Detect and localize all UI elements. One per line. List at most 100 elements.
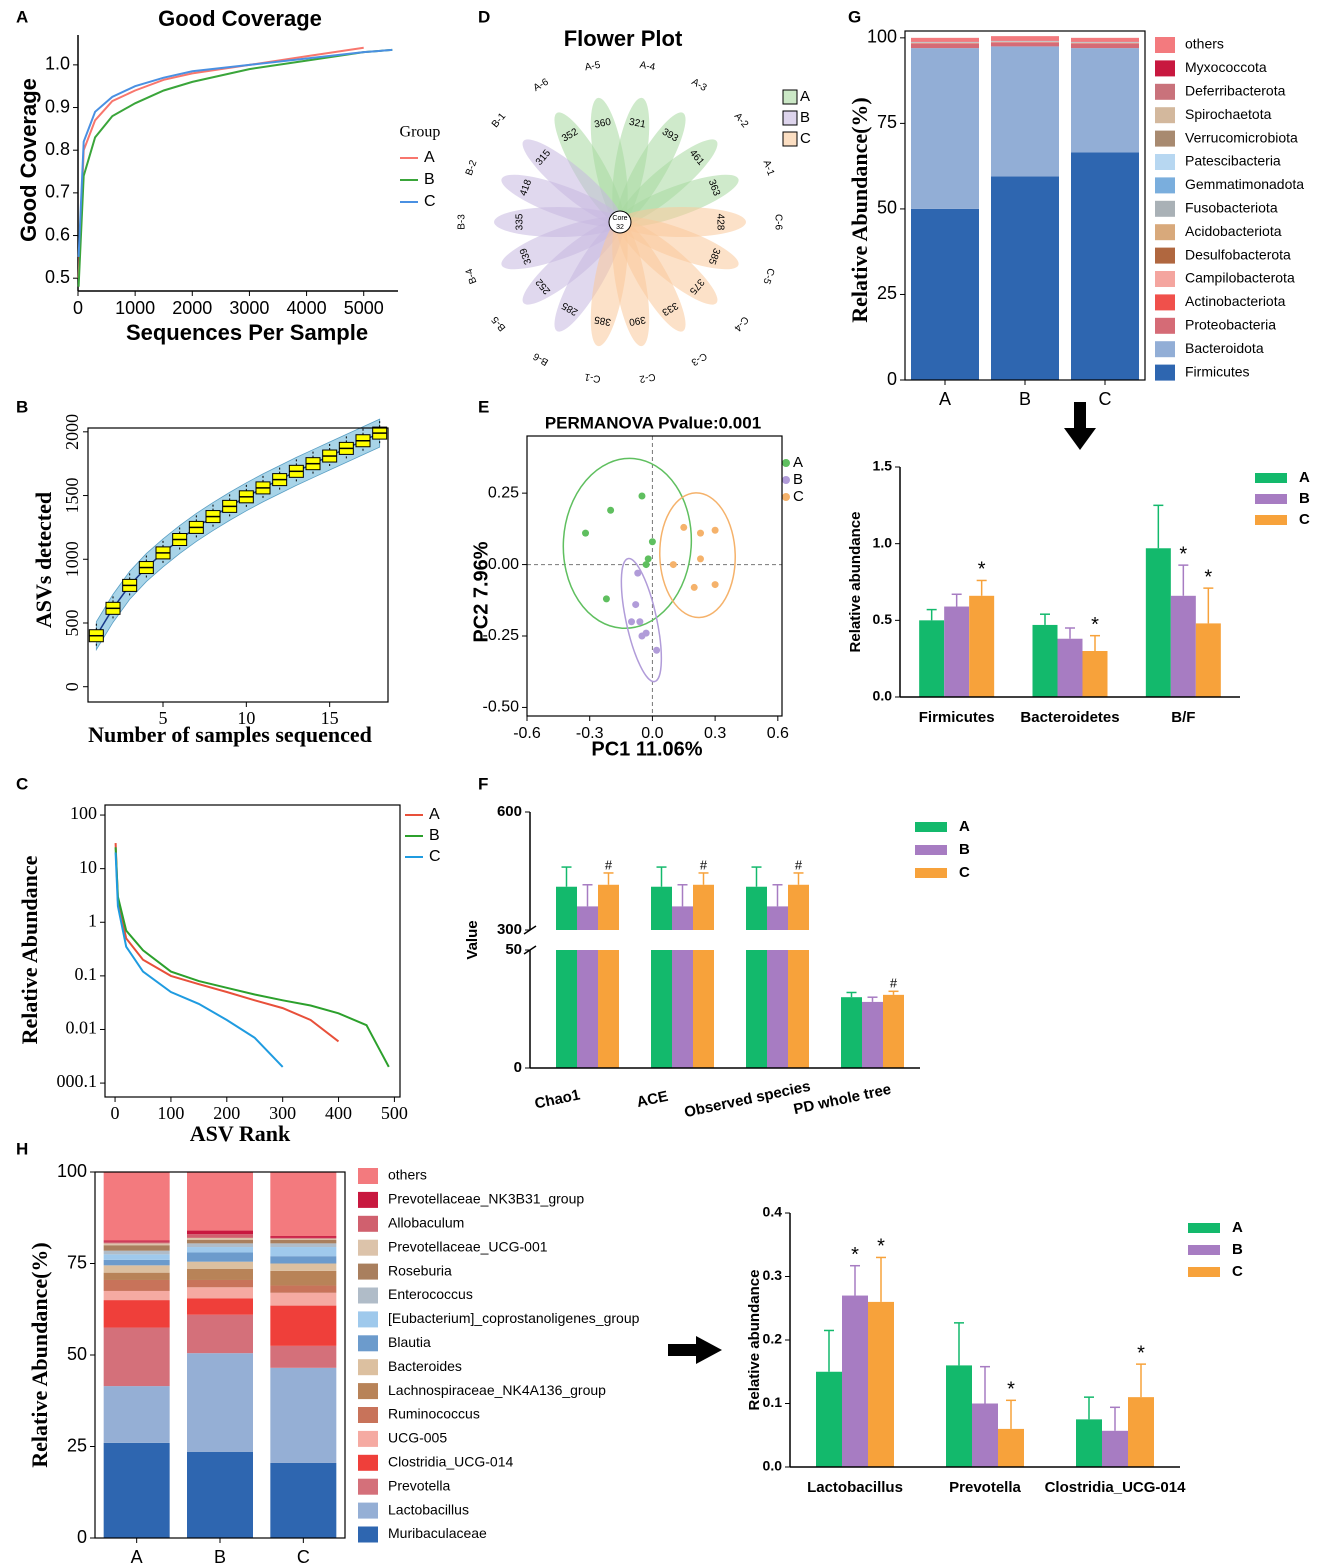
ylabel: Relative Abundance(%) (27, 1242, 52, 1468)
y-tick-label: 0.0 (873, 688, 893, 704)
point (602, 595, 610, 603)
y-tick-label: 75 (67, 1252, 87, 1272)
legend-label: C (793, 488, 804, 505)
legend-label: C (800, 130, 811, 147)
legend-label: Deferribacterota (1185, 83, 1286, 99)
bar (577, 906, 598, 930)
point (711, 526, 719, 534)
bar (556, 950, 577, 1068)
legend-label: B (429, 827, 440, 844)
bar-segment (103, 1386, 170, 1443)
x-tick-label: B (214, 1547, 226, 1566)
y-tick-label: 0 (887, 369, 897, 389)
y-tick-label: 0.9 (45, 96, 70, 116)
legend-label: C (959, 864, 970, 881)
y-tick-label: 10 (79, 857, 97, 877)
bar-segment (103, 1241, 170, 1244)
confidence-ellipse (659, 492, 736, 619)
legend-label: others (1185, 36, 1224, 52)
bar (767, 906, 788, 930)
petal-label: B-5 (490, 314, 509, 333)
x-tick-label: C (1099, 389, 1112, 409)
bar (862, 1001, 883, 1068)
bar-segment (103, 1259, 170, 1266)
legend-label: C (1299, 511, 1310, 528)
bar (944, 606, 970, 697)
title: PERMANOVA Pvalue:0.001 (545, 413, 761, 432)
bar-segment (103, 1243, 170, 1246)
x-tick-label: 0 (73, 298, 83, 318)
point (632, 601, 640, 609)
ylabel: Relative abundance (847, 512, 864, 653)
y-tick-label: 000.1 (57, 1071, 98, 1091)
legend-title: Group (400, 124, 441, 141)
y-tick-label: 0.1 (75, 964, 98, 984)
bar (1195, 623, 1221, 697)
bar-segment (103, 1279, 170, 1291)
ylabel: Value (464, 920, 481, 959)
bar-segment (103, 1290, 170, 1301)
series-line (77, 48, 393, 257)
legend-label: Myxococcota (1185, 59, 1267, 75)
bar-segment (187, 1247, 253, 1253)
legend-swatch (1155, 154, 1175, 170)
petal-label: C-5 (760, 267, 776, 286)
legend-label: Lachnospiraceae_NK4A136_group (388, 1382, 606, 1398)
x-tick-label: 4000 (287, 298, 327, 318)
y-tick-label: 0.5 (45, 267, 70, 287)
legend-swatch (358, 1287, 378, 1304)
bar-segment (270, 1462, 337, 1538)
petal-label: C-1 (583, 371, 601, 385)
confidence-ellipse (620, 557, 663, 683)
x-tick-label: 15 (321, 708, 339, 728)
legend-label: B (1299, 490, 1310, 507)
bar (672, 906, 693, 930)
legend-swatch (358, 1478, 378, 1495)
petal-label: C-4 (731, 314, 750, 334)
x-tick-label: 500 (381, 1103, 408, 1123)
right-arrow (668, 1336, 722, 1364)
petal-count: 390 (628, 313, 647, 327)
bar (651, 950, 672, 1068)
x-tick-label: 0 (111, 1103, 120, 1123)
point (628, 618, 636, 626)
legend-swatch (1155, 341, 1175, 358)
bar (1076, 1419, 1102, 1467)
bar-segment (187, 1353, 253, 1452)
y-tick-label: 100 (70, 803, 97, 823)
ylabel: Good Coverage (16, 78, 41, 242)
x-tick-label: 1000 (115, 298, 155, 318)
bar-segment (187, 1261, 253, 1269)
y-tick-label: 0.01 (66, 1018, 98, 1038)
panel: D (478, 7, 490, 26)
series-line (77, 46, 364, 279)
legend-swatch (358, 1215, 378, 1232)
title: Flower Plot (564, 26, 683, 51)
plot-frame (87, 427, 389, 703)
y-tick-label: -0.50 (483, 699, 520, 716)
petal-count: 335 (515, 213, 526, 230)
significance: * (978, 559, 986, 581)
point (642, 561, 650, 569)
bar (693, 950, 714, 1068)
bar-segment (991, 46, 1059, 177)
significance: # (890, 976, 898, 991)
point (644, 555, 652, 563)
petal-count: 418 (518, 178, 534, 198)
bar-segment (911, 37, 979, 42)
bar (767, 950, 788, 1068)
significance: * (1091, 614, 1099, 636)
petal-label: C-2 (638, 371, 656, 385)
bar (693, 884, 714, 930)
plot-frame (904, 30, 1146, 381)
legend-swatch (1155, 200, 1175, 217)
x-tick-label: 0.0 (641, 725, 663, 742)
y-tick-label: 0.1 (763, 1394, 783, 1410)
panel: B (16, 397, 28, 416)
xlabel: PC1 11.06% (591, 738, 702, 760)
legend-label: Fusobacteriota (1185, 200, 1278, 216)
legend-label: Allobaculum (388, 1215, 464, 1231)
bar (946, 1365, 972, 1467)
x-tick-label: A (131, 1547, 143, 1566)
y-tick-label: 1.5 (873, 458, 893, 474)
